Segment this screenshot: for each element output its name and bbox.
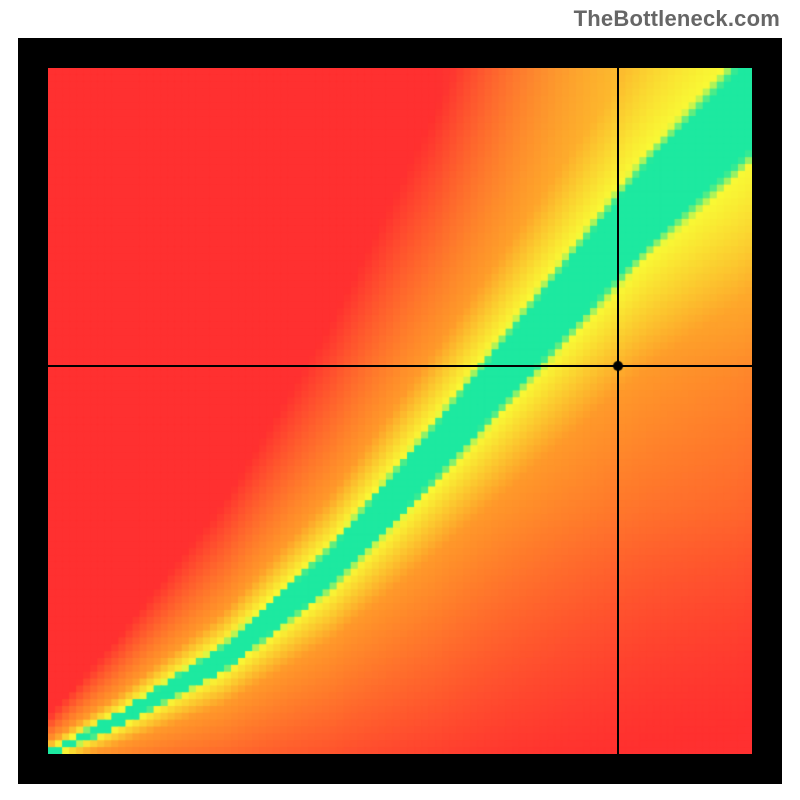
crosshair-horizontal [48,365,752,367]
bottleneck-heatmap [48,68,752,754]
crosshair-vertical [617,68,619,754]
crosshair-marker [611,359,625,373]
watermark-text: TheBottleneck.com [574,6,780,32]
